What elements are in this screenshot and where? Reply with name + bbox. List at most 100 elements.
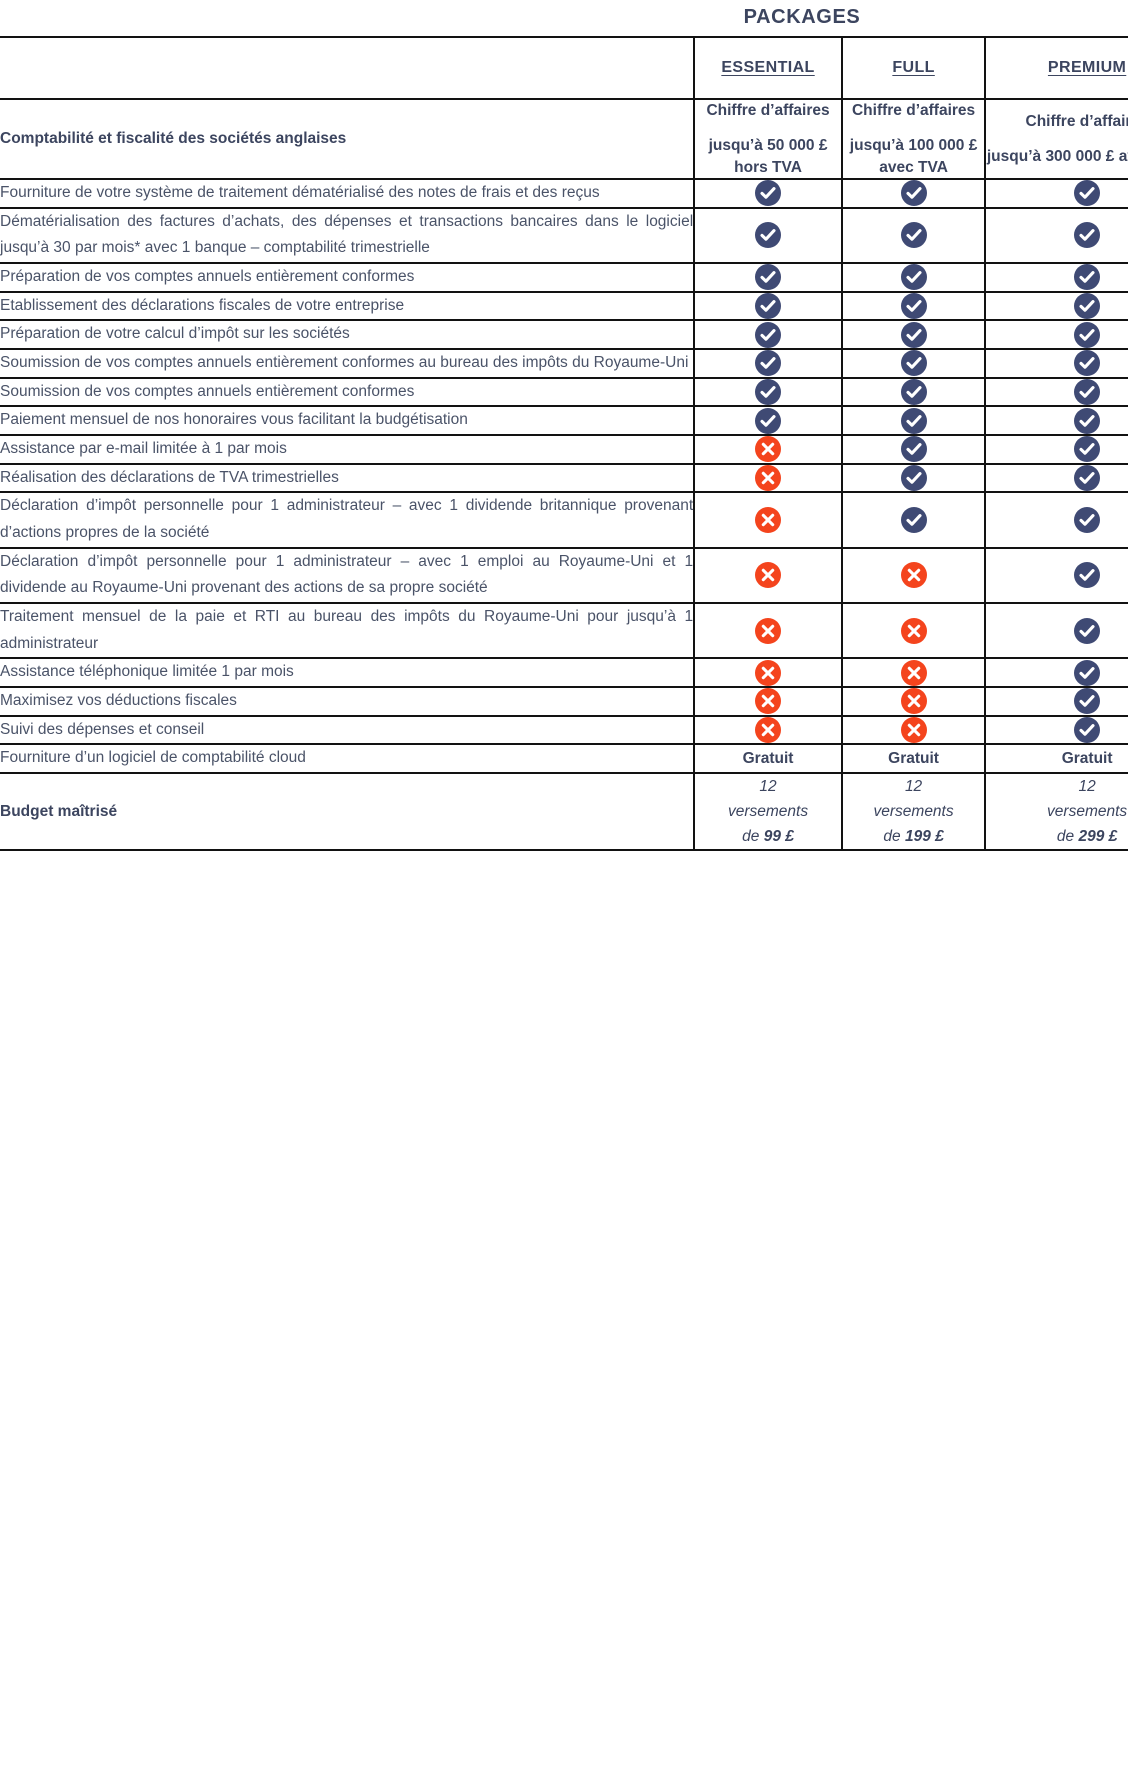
cross-circle-icon (900, 659, 927, 686)
check-circle-icon (1074, 659, 1101, 686)
feature-value-full (840, 714, 987, 746)
feature-value-essential (693, 434, 843, 465)
feature-value-premium (984, 685, 1128, 717)
table-row: Fourniture de votre système de traitemen… (0, 178, 1128, 209)
package-header-essential[interactable]: ESSENTIAL (693, 36, 843, 100)
price-cell-premium: 12 versements de 299 £ (984, 771, 1128, 852)
check-circle-icon (755, 180, 782, 207)
cross-circle-icon (900, 688, 927, 715)
packages-title-text: PACKAGES (743, 5, 861, 28)
check-circle-icon (1074, 321, 1101, 348)
feature-value-full (840, 601, 987, 660)
feature-value-essential (693, 376, 843, 408)
feature-value-premium (984, 376, 1128, 408)
feature-label: Dématérialisation des factures d’achats,… (0, 206, 696, 265)
feature-value-full (840, 491, 987, 549)
table-row: Déclaration d’impôt personnelle pour 1 a… (0, 546, 1128, 604)
blurb-line-1: Chiffre d’affaires (851, 102, 976, 119)
cross-circle-icon (755, 688, 782, 715)
feature-label: Soumission de vos comptes annuels entièr… (0, 376, 696, 408)
table-row: Paiement mensuel de nos honoraires vous … (0, 405, 1128, 437)
feature-label: Préparation de vos comptes annuels entiè… (0, 262, 696, 293)
table-row: Dématérialisation des factures d’achats,… (0, 206, 1128, 265)
check-circle-icon (1074, 293, 1101, 320)
price-amount: 99 £ (763, 828, 794, 846)
installment-amount: de 299 £ (1056, 828, 1118, 846)
table-row: Déclaration d’impôt personnelle pour 1 a… (0, 491, 1128, 549)
check-circle-icon (900, 507, 927, 533)
check-circle-icon (755, 379, 782, 406)
feature-value-essential (693, 714, 843, 746)
feature-value-premium (984, 405, 1128, 437)
feature-value-full (840, 685, 987, 717)
feature-label: Maximisez vos déductions fiscales (0, 685, 696, 717)
feature-value-premium (984, 601, 1128, 660)
feature-value-premium: Gratuit (984, 743, 1128, 774)
check-circle-icon (1074, 379, 1101, 406)
package-blurb-full: Chiffre d’affaires jusqu’à 100 000 £ avec… (840, 97, 987, 181)
check-circle-icon (900, 436, 927, 463)
feature-value-essential (693, 262, 843, 293)
feature-label: Paiement mensuel de nos honoraires vous … (0, 405, 696, 437)
feature-value-essential (693, 178, 843, 209)
pricing-table: ESSENTIAL FULL PREMIUM Comptabilité et fisc… (0, 36, 1128, 852)
check-circle-icon (900, 264, 927, 291)
check-circle-icon (755, 407, 782, 434)
price-cell-full: 12 versements de 199 £ (840, 771, 987, 852)
check-circle-icon (1074, 617, 1101, 644)
installment-word: versements (727, 803, 809, 821)
table-row: Fourniture d’un logiciel de comptabilité… (0, 743, 1128, 774)
check-circle-icon (1074, 222, 1101, 249)
installment-amount: de 99 £ (742, 828, 794, 846)
package-header-premium[interactable]: PREMIUM (984, 36, 1128, 100)
check-circle-icon (1074, 465, 1101, 492)
feature-value-premium (984, 290, 1128, 322)
feature-label: Assistance téléphonique limitée 1 par mo… (0, 657, 696, 688)
feature-value-premium (984, 178, 1128, 209)
cross-circle-icon (900, 617, 927, 644)
check-circle-icon (1074, 407, 1101, 434)
section-title-row: Comptabilité et fiscalité des sociétés a… (0, 97, 1128, 181)
table-row: Maximisez vos déductions fiscales (0, 685, 1128, 717)
feature-label: Déclaration d’impôt personnelle pour 1 a… (0, 491, 696, 549)
cross-circle-icon (755, 465, 782, 492)
check-circle-icon (755, 350, 782, 377)
feature-value-full (840, 657, 987, 688)
feature-value-essential (693, 657, 843, 688)
feature-value-premium (984, 434, 1128, 465)
budget-row: Budget maîtrisé 12 versements de 99 £ 12 vers… (0, 771, 1128, 852)
package-blurb-essential: Chiffre d’affaires jusqu’à 50 000 £ hors … (693, 97, 843, 181)
check-circle-icon (900, 222, 927, 249)
check-circle-icon (900, 321, 927, 348)
table-row: Soumission de vos comptes annuels entièr… (0, 376, 1128, 408)
table-row: Suivi des dépenses et conseil (0, 714, 1128, 746)
feature-value-essential (693, 206, 843, 265)
package-name-label: FULL (892, 59, 935, 76)
feature-value-essential (693, 348, 843, 379)
feature-label: Traitement mensuel de la paie et RTI au … (0, 601, 696, 660)
blurb-line-1: Chiffre d’affaires (706, 102, 830, 119)
feature-value-premium (984, 714, 1128, 746)
feature-value-essential (693, 462, 843, 494)
feature-value-full (840, 178, 987, 209)
check-circle-icon (1074, 688, 1101, 715)
feature-label: Préparation de votre calcul d’impôt sur … (0, 319, 696, 351)
feature-value-essential (693, 319, 843, 351)
blurb-line-1: Chiffre d’affaires (1025, 112, 1128, 130)
packages-title: PACKAGES (620, 0, 1128, 34)
blurb-line-2: jusqu’à 100 000 £ avec TVA (849, 137, 978, 176)
feature-value-essential (693, 546, 843, 604)
feature-label: Etablissement des déclarations fiscales … (0, 290, 696, 322)
feature-value-premium (984, 491, 1128, 549)
check-circle-icon (1074, 350, 1101, 377)
package-header-full[interactable]: FULL (840, 36, 987, 100)
table-row: Assistance par e-mail limitée à 1 par mo… (0, 434, 1128, 465)
cross-circle-icon (755, 617, 782, 644)
feature-value-full (840, 434, 987, 465)
feature-label: Soumission de vos comptes annuels entièr… (0, 348, 696, 379)
check-circle-icon (1074, 716, 1101, 743)
installment-word: versements (873, 803, 954, 821)
feature-value-essential (693, 405, 843, 437)
feature-value-full (840, 546, 987, 604)
